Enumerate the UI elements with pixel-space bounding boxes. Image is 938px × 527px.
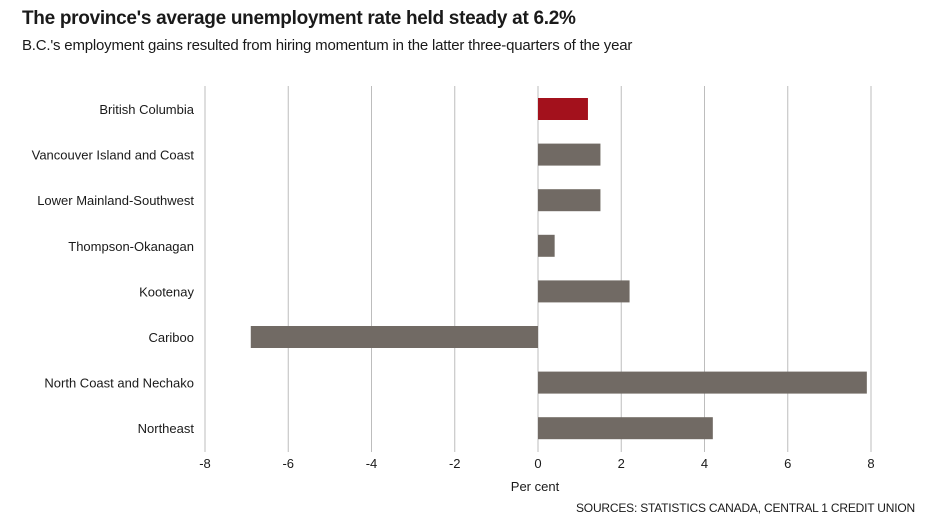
x-tick-label: -8 xyxy=(199,456,211,471)
category-label: Kootenay xyxy=(139,284,194,299)
category-label: Lower Mainland-Southwest xyxy=(37,193,194,208)
grid-lines xyxy=(204,86,872,452)
category-label: North Coast and Nechako xyxy=(44,376,194,391)
x-tick-label: 0 xyxy=(534,456,541,471)
bar xyxy=(538,98,588,120)
category-label: Cariboo xyxy=(148,330,194,345)
x-tick-labels: -8 -6 -4 -2 0 2 4 6 8 xyxy=(199,456,874,471)
x-tick-label: -4 xyxy=(366,456,378,471)
category-labels: British Columbia Vancouver Island and Coa… xyxy=(32,102,195,436)
x-tick-label: 8 xyxy=(867,456,874,471)
x-tick-label: -2 xyxy=(449,456,461,471)
x-axis-title: Per cent xyxy=(511,479,560,494)
source-note: SOURCES: STATISTICS CANADA, CENTRAL 1 CR… xyxy=(576,501,915,515)
bar xyxy=(250,326,538,348)
chart-subtitle: B.C.'s employment gains resulted from hi… xyxy=(22,37,633,54)
bar xyxy=(538,280,630,303)
category-label: British Columbia xyxy=(99,102,194,117)
x-tick-label: 6 xyxy=(784,456,791,471)
bar xyxy=(538,417,713,440)
category-label: Vancouver Island and Coast xyxy=(32,148,195,163)
x-tick-label: 2 xyxy=(618,456,625,471)
bar xyxy=(538,189,601,212)
bar xyxy=(538,234,555,257)
x-tick-label: -6 xyxy=(282,456,294,471)
category-label: Thompson-Okanagan xyxy=(68,239,194,254)
bar xyxy=(538,371,867,394)
chart-title: The province's average unemployment rate… xyxy=(22,8,576,29)
bars xyxy=(250,98,867,440)
bar xyxy=(538,143,601,166)
x-tick-label: 4 xyxy=(701,456,708,471)
category-label: Northeast xyxy=(138,421,195,436)
